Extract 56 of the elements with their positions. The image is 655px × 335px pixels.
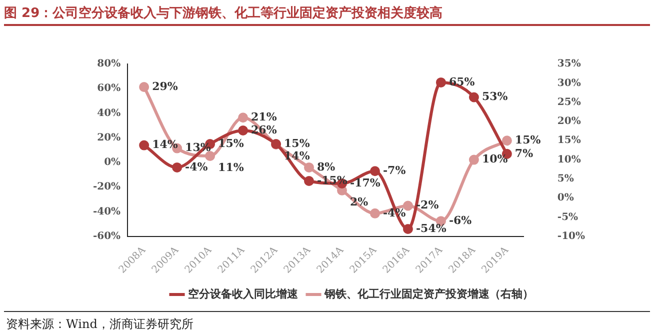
y-tick-label: -60% [92,231,122,242]
data-label: -7% [382,164,406,177]
data-label: 26% [251,123,278,136]
y-tick-label: 80% [97,58,122,70]
data-label: 65% [448,75,476,88]
y2-tick-label: -5% [557,212,579,223]
y-tick-label: 20% [97,132,122,144]
y2-tick-label: 35% [557,58,582,70]
point [238,126,248,136]
point [468,154,479,165]
point [402,224,413,234]
y2-tick-label: 30% [557,78,582,89]
point [468,92,479,102]
point [370,208,380,218]
y-tick-label: -20% [92,182,122,193]
point [436,77,446,88]
text: 资料来源：Wind，浙商证券研究所 [6,316,194,333]
data-label: 21% [251,110,278,124]
y-tick-label: 40% [97,108,122,119]
data-label: -4% [185,160,208,174]
data-label: 10% [482,152,508,166]
data-label: 7% [514,146,534,160]
y2-tick-label: 10% [557,154,582,166]
y-tick-label: 0% [104,157,122,168]
legend-label: 空分设备收入同比增速 [188,288,299,301]
data-label: 14% [152,138,178,152]
data-label: -54% [416,222,447,235]
data-label: 15% [284,136,310,150]
point [205,150,216,161]
point [304,162,314,172]
data-label: 15% [514,133,542,146]
y2-tick-label: 15% [557,135,582,146]
data-label: 2% [350,195,369,208]
data-label: 53% [482,90,508,104]
data-label: -17% [350,176,381,190]
point [502,136,512,146]
y2-tick-label: 20% [557,116,582,128]
y2-tick-label: 25% [557,96,582,108]
legend-label: 钢铁、化工行业固定资产投资增速（右轴） [324,288,534,301]
y2-tick-label: -10% [557,231,586,242]
point [238,112,248,123]
point [172,162,182,172]
y-tick-label: 60% [97,83,122,94]
point [304,176,314,186]
point [139,140,150,150]
y2-tick-label: 5% [557,174,574,185]
data-label: 11% [218,160,244,174]
chart-title: 图 29：公司空分设备收入与下游钢铁、化工等行业固定资产投资相关度较高 [4,4,443,22]
y2-tick-label: 0% [557,192,574,204]
data-label: 15% [218,136,244,150]
data-label: -6% [448,214,472,227]
point [370,166,380,176]
data-label: 8% [317,160,336,174]
y-tick-label: -40% [92,206,122,218]
point [139,82,150,92]
data-label: 29% [152,80,178,93]
